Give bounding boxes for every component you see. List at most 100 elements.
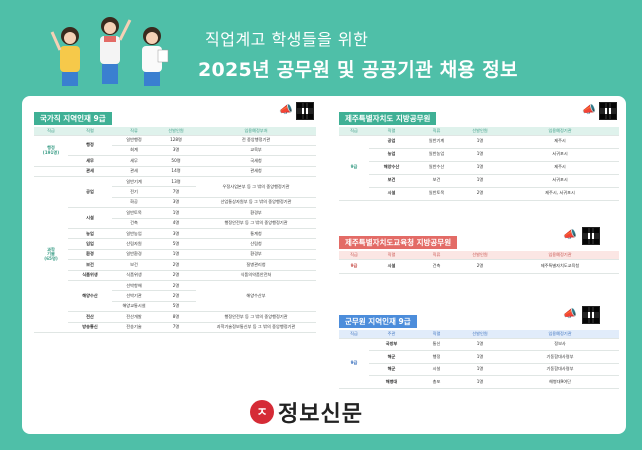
table-cell: 제주시 [501,161,619,175]
qr-code-icon[interactable] [582,306,600,324]
table-cell: 일반농업 [112,228,156,240]
header-subtitle: 직업계고 학생들을 위한 [205,30,369,49]
col-header: 선발인원 [459,330,501,339]
table-row: 농업 일반농업 1명 서귀포시 [339,148,619,162]
col-header: 선발인원 [459,251,501,260]
col-header: 임용예정기관 [501,330,619,339]
col-header: 직급 [34,127,68,136]
table-row: 시설 일반토목 2명 제주시, 서귀포시 [339,187,619,201]
table-cell: 통계청 [196,228,316,240]
table-row: 회계 3명 교육부 [34,145,316,157]
table-cell: 제주특별자치도교육청 [501,259,619,274]
table-cell: 임업 [68,238,112,250]
table-header-row: 직급 직렬 직류 선발인원 임용예정기관 [339,127,619,136]
table-cell: 농업 [68,228,112,240]
table-cell: 8명 [156,311,196,323]
logo-mark: ㅈ [250,400,274,424]
military-card-title: 군무원 지역인재 9급 [339,315,417,328]
table-cell: 1명 [459,350,501,364]
table-cell: 관세 [112,166,156,178]
col-header: 선발인원 [459,127,501,136]
table-cell: 해양수산부 [196,280,316,313]
table-cell: 1명 [156,207,196,219]
table-row: 해병대 총포 1명 해병대9여단 [339,375,619,389]
table-cell: 관세 [68,166,112,178]
table-cell: 행정 [68,135,112,157]
table-cell: 국세청 [196,155,316,167]
table-row: 화공 3명 산업통상자원부 등 그 밖의 중앙행정기관 [34,197,316,209]
table-row: 세무 세무 50명 국세청 [34,155,316,167]
table-cell: 해병대 [369,375,414,389]
table-cell: 일반농업 [414,148,459,162]
qr-code-icon[interactable] [582,227,600,245]
table-cell: 환경부 [196,249,316,261]
national-card-title: 국가직 지역인재 9급 [34,112,112,125]
table-row: 해양수산 일반수산 1명 제주시 [339,161,619,175]
table-cell: 1명 [459,363,501,376]
table-cell: 일반행정 [112,135,156,146]
table-row: 시설 일반토목 1명 환경부 [34,207,316,230]
table-cell: 5명 [156,301,196,313]
table-cell: 1명 [459,148,501,162]
table-cell: 7명 [156,186,196,198]
table-cell: 2명 [459,187,501,201]
table-cell: 전기 [112,186,156,198]
table-cell: 산림자원 [112,238,156,250]
table-cell: 해양수산 [369,161,414,175]
table-cell: 128명 [156,135,196,146]
table-cell: 해양수산 [68,280,112,313]
table-cell: 보건 [369,174,414,188]
table-cell: 전송기술 [112,322,156,333]
table-row: 해양교통시설 5명 [34,301,316,313]
table-cell: 일반환경 [112,249,156,261]
jeju-edu-table: 직급 직렬 직류 선발인원 임용예정기관 9급 시설 건축 2명 제주특별자치도교육청 [339,251,619,274]
table-cell: 전 중앙행정기관 [196,135,316,146]
col-header: 임용예정기관 [501,251,619,260]
col-header: 주관 [369,330,414,339]
header-title: 2025년 공무원 및 공공기관 채용 정보 [198,59,518,81]
table-cell: 산업통상자원부 등 그 밖의 중앙행정기관 [196,197,316,209]
table-cell: 서귀포시 [501,148,619,162]
table-header-row: 직급 주관 직렬 선발인원 임용예정기관 [339,330,619,339]
table-cell: 기동함대사령부 [501,350,619,364]
table-cell: 제주시, 서귀포시 [501,187,619,201]
table-cell: 세무 [68,155,112,167]
table-cell: 1명 [459,161,501,175]
table-row: 선박기관 2명 [34,290,316,302]
table-cell: 선박기관 [112,290,156,302]
student-middle [100,17,132,84]
table-cell: 일반기계 [414,135,459,149]
table-row: 9급 공업 일반기계 1명 제주시 [339,135,619,201]
table-row: 해군 시설 1명 기동함대사령부 [339,363,619,376]
table-cell: 공업 [68,176,112,209]
table-cell: 50명 [156,155,196,167]
table-row: 과학 기술 (65명) 공업 일반기계 13명 우정사업본부 등 그 밖의 중앙행정기관 [34,176,316,333]
table-cell: 화공 [112,197,156,209]
megaphone-icon: 📣 [582,103,596,116]
col-header: 직류 [414,251,459,260]
table-cell: 2명 [459,259,501,274]
table-cell: 제주시 [501,135,619,149]
table-cell: 건축 [414,259,459,274]
table-cell: 3명 [156,228,196,240]
student-right [142,27,169,86]
table-cell: 관세청 [196,166,316,178]
table-row: 9급 시설 건축 2명 제주특별자치도교육청 [339,259,619,274]
table-row: 전산 전산개발 8명 행정안전부 등 그 밖의 중앙행정기관 [34,311,316,323]
col-header: 임용예정부처 [196,127,316,136]
table-cell: 보건 [112,259,156,271]
qr-code-icon[interactable] [296,102,314,120]
table-row: 행정 (191명) 행정 일반행정 128명 전 중앙행정기관 [34,135,316,167]
table-cell: 2명 [156,270,196,281]
table-cell: 시설 [369,187,414,201]
group-label: 과학 기술 (65명) [34,176,68,333]
table-cell: 국방부 [369,338,414,351]
table-cell: 환경부 [196,207,316,219]
national-table: 직급 직렬 직류 선발인원 임용예정부처 행정 (191명) 행정 일반행정 128명… [34,127,316,333]
table-row: 식품위생 식품위생 2명 식품의약품안전처 [34,270,316,281]
table-cell: 서귀포시 [501,174,619,188]
qr-code-icon[interactable] [599,102,617,120]
table-cell: 7명 [156,322,196,333]
table-row: 9급 국방부 통신 1명 정보사 [339,338,619,389]
table-header-row: 직급 직렬 직류 선발인원 임용예정기관 [339,251,619,260]
